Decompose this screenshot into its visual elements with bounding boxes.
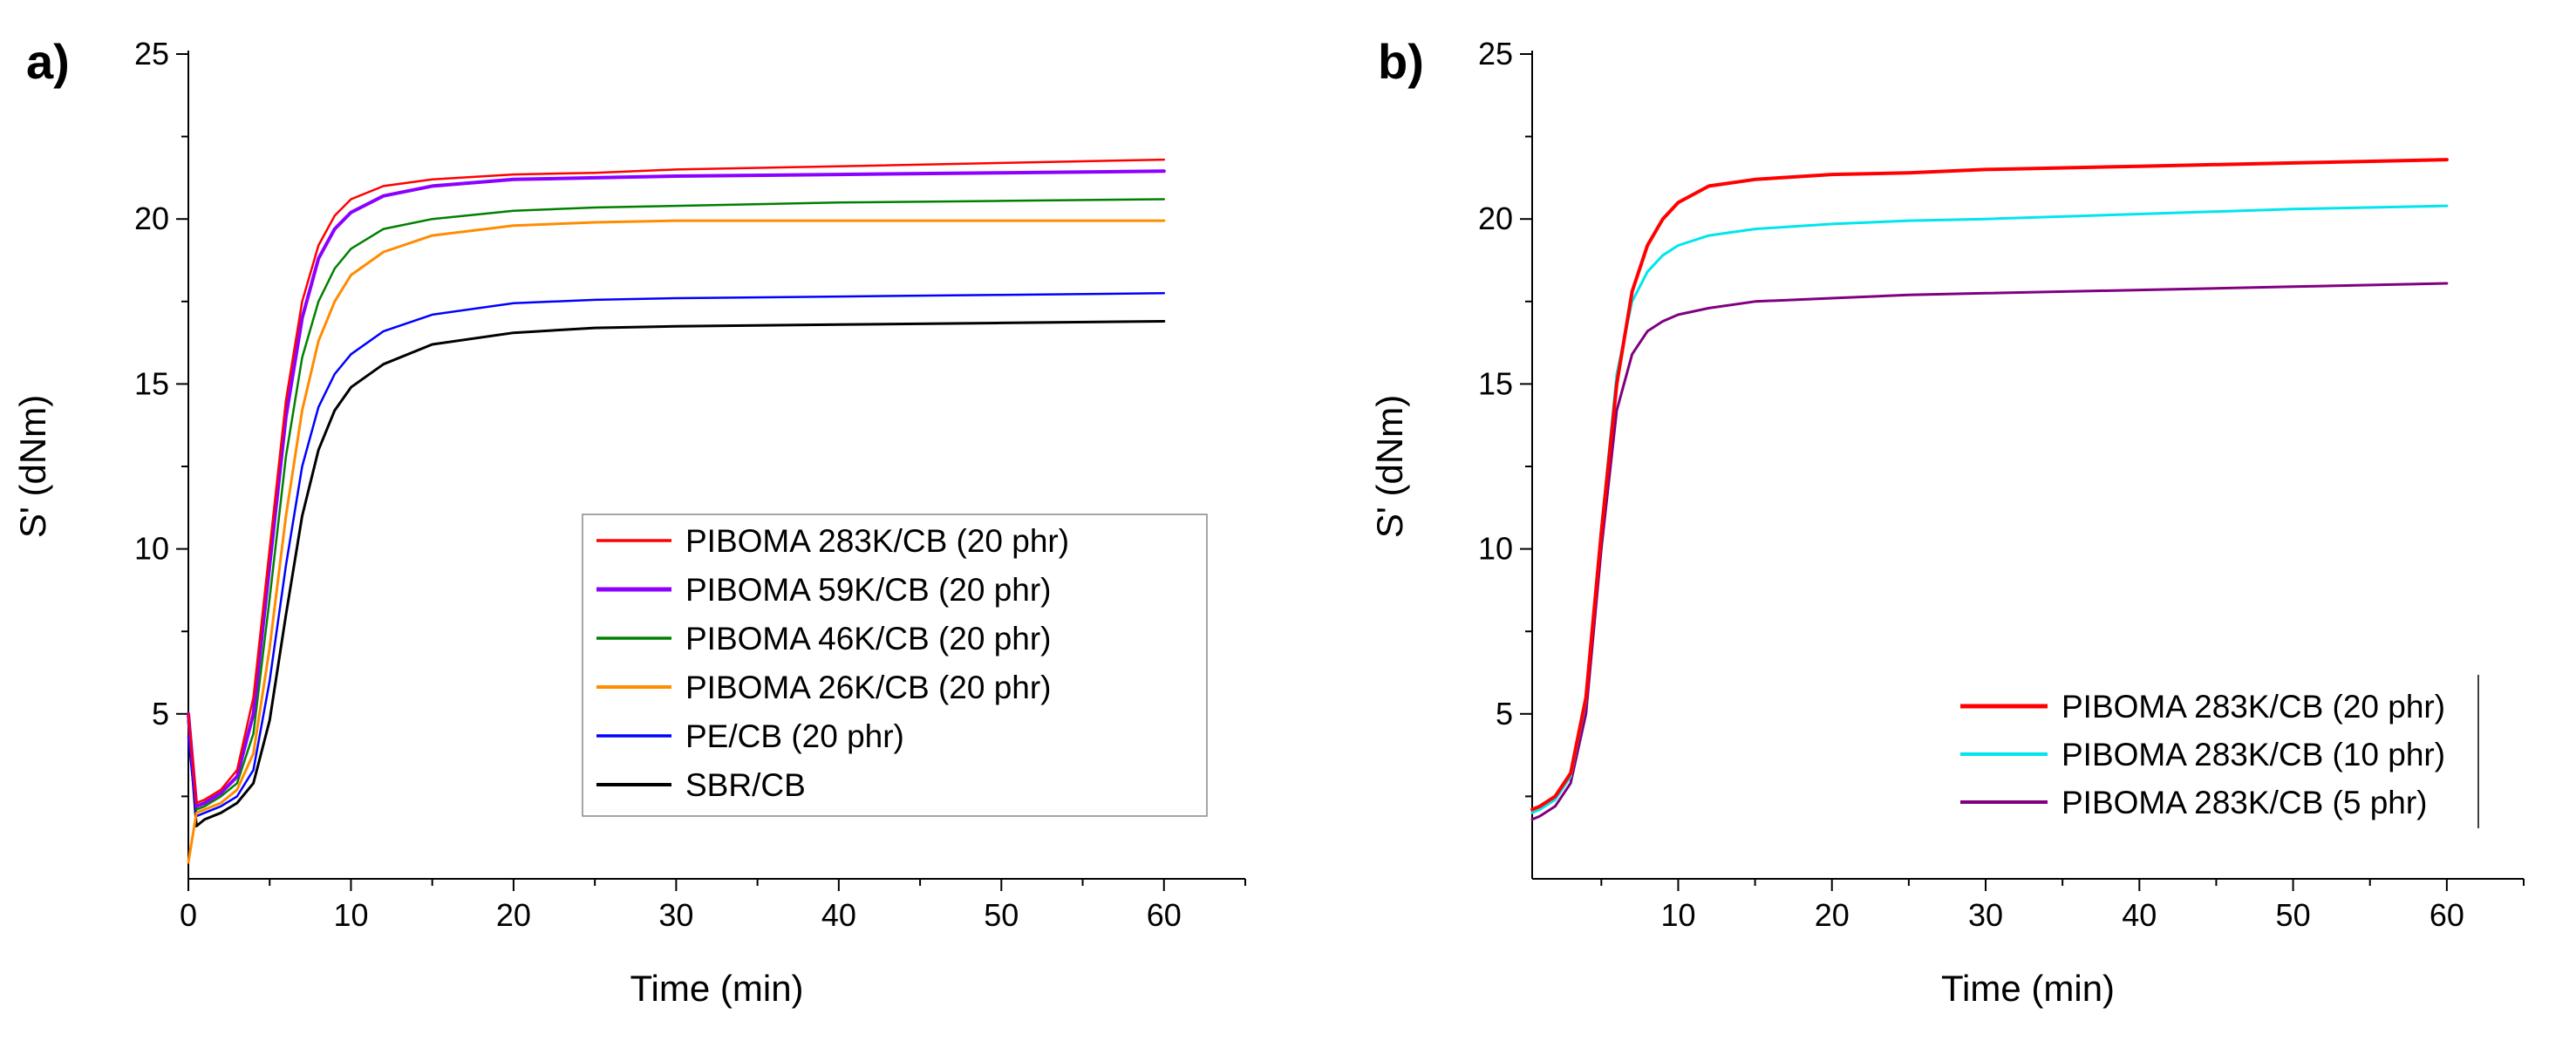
chart-panel-b: b) 5 10 15 20 25 10 20 30 40 50 60 Time (min) S' (dNm… [1369, 34, 2525, 1009]
legend: PIBOMA 283K/CB (20 phr) PIBOMA 59K/CB (20… [582, 514, 1208, 817]
series-line [1530, 158, 2449, 812]
y-tick-label: 25 [134, 36, 169, 71]
x-tick-label: 20 [496, 897, 531, 933]
series-line [187, 198, 1166, 811]
x-tick-label: 50 [984, 897, 1019, 933]
panel-label: b) [1378, 34, 1424, 89]
x-axis-title: Time (min) [630, 968, 803, 1009]
y-tick-label: 10 [1478, 531, 1513, 567]
series-line [187, 219, 1166, 864]
chart-panel-a: a) 5 10 15 20 25 0 10 20 30 40 50 60 Time (min) S' (dN… [12, 34, 1246, 1009]
x-tick-label: 50 [2276, 897, 2311, 933]
x-tick-label: 0 [180, 897, 197, 933]
x-tick-label: 10 [333, 897, 368, 933]
y-tick-label: 20 [1478, 201, 1513, 236]
series-line [1530, 204, 2449, 814]
x-tick-label: 10 [1660, 897, 1695, 933]
x-tick-label: 40 [821, 897, 856, 933]
panel-label: a) [26, 34, 70, 89]
x-tick-label: 30 [1968, 897, 2003, 933]
y-tick-label: 15 [1478, 365, 1513, 401]
series-line [187, 158, 1166, 805]
y-tick-label: 5 [1496, 696, 1513, 731]
y-axis-title: S' (dNm) [12, 395, 53, 538]
series-line [187, 169, 1166, 808]
legend-label: PIBOMA 59K/CB (20 phr) [685, 572, 1052, 608]
x-axis-title: Time (min) [1941, 968, 2115, 1009]
y-tick-label: 20 [134, 201, 169, 236]
y-tick-label: 15 [134, 365, 169, 401]
legend-label: PE/CB (20 phr) [685, 718, 904, 754]
legend: PIBOMA 283K/CB (20 phr) PIBOMA 283K/CB (1… [1960, 675, 2479, 828]
series-line [1530, 282, 2449, 821]
y-axis-title: S' (dNm) [1369, 395, 1410, 538]
x-tick-label: 40 [2122, 897, 2157, 933]
legend-label: PIBOMA 46K/CB (20 phr) [685, 621, 1052, 657]
legend-label: PIBOMA 283K/CB (20 phr) [685, 523, 1069, 559]
series-group [187, 158, 1166, 864]
legend-label: PIBOMA 26K/CB (20 phr) [685, 670, 1052, 705]
legend-box [582, 514, 1208, 817]
y-tick-label: 25 [1478, 36, 1513, 71]
x-tick-label: 20 [1815, 897, 1850, 933]
legend-label: SBR/CB [685, 767, 806, 803]
series-group [1530, 158, 2449, 821]
legend-label: PIBOMA 283K/CB (10 phr) [2061, 737, 2445, 772]
legend-label: PIBOMA 283K/CB (20 phr) [2061, 689, 2445, 725]
x-tick-label: 60 [2429, 897, 2464, 933]
y-tick-label: 10 [134, 531, 169, 567]
legend-label: PIBOMA 283K/CB (5 phr) [2061, 785, 2428, 820]
y-tick-label: 5 [152, 696, 169, 731]
x-tick-label: 60 [1147, 897, 1182, 933]
x-tick-label: 30 [658, 897, 693, 933]
series-line [187, 320, 1166, 827]
series-line [187, 292, 1166, 818]
